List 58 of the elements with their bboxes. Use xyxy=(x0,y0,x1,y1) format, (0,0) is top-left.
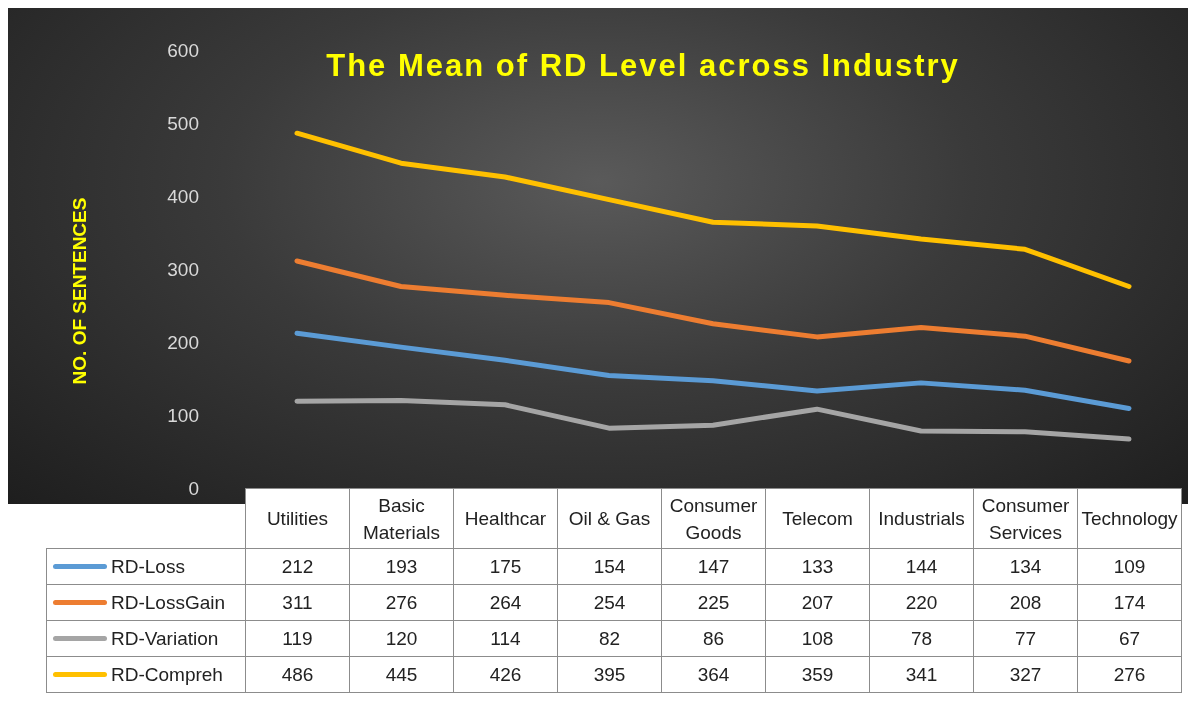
y-tick-label: 400 xyxy=(167,185,199,207)
legend-label: RD-Variation xyxy=(111,627,219,649)
data-label: 359 xyxy=(765,656,870,693)
data-label: 225 xyxy=(661,584,766,621)
data-label: 193 xyxy=(349,548,454,585)
data-label: 327 xyxy=(973,656,1078,693)
data-label: 395 xyxy=(557,656,662,693)
data-label: 120 xyxy=(349,620,454,657)
data-label: 109 xyxy=(1077,548,1182,585)
data-label: 154 xyxy=(557,548,662,585)
data-label: 134 xyxy=(973,548,1078,585)
y-tick-label: 500 xyxy=(167,112,199,134)
data-label: 254 xyxy=(557,584,662,621)
data-label: 341 xyxy=(869,656,974,693)
data-label: 133 xyxy=(765,548,870,585)
data-label: 82 xyxy=(557,620,662,657)
legend-label: RD-Compreh xyxy=(111,663,223,685)
data-label: 174 xyxy=(1077,584,1182,621)
y-tick-label: 0 xyxy=(188,477,199,499)
data-label: 144 xyxy=(869,548,974,585)
x-tick-label: Consumer Goods xyxy=(661,488,766,549)
y-tick-label: 600 xyxy=(167,39,199,61)
legend-label: RD-Loss xyxy=(111,555,185,577)
data-label: 108 xyxy=(765,620,870,657)
x-tick-label: Utilities xyxy=(245,488,350,549)
y-tick-label: 200 xyxy=(167,331,199,353)
y-tick-label: 300 xyxy=(167,258,199,280)
data-label: 78 xyxy=(869,620,974,657)
data-label: 276 xyxy=(349,584,454,621)
x-tick-label: Industrials xyxy=(869,488,974,549)
x-tick-label: Consumer Services xyxy=(973,488,1078,549)
x-tick-label: Oil & Gas xyxy=(557,488,662,549)
data-label: 426 xyxy=(453,656,558,693)
data-label: 486 xyxy=(245,656,350,693)
data-label: 119 xyxy=(245,620,350,657)
data-label: 207 xyxy=(765,584,870,621)
data-label: 276 xyxy=(1077,656,1182,693)
legend-label: RD-LossGain xyxy=(111,591,226,613)
data-label: 86 xyxy=(661,620,766,657)
data-label: 147 xyxy=(661,548,766,585)
data-label: 311 xyxy=(245,584,350,621)
x-tick-label: Technology xyxy=(1077,488,1182,549)
y-tick-label: 100 xyxy=(167,404,199,426)
x-tick-label: Telecom xyxy=(765,488,870,549)
data-label: 212 xyxy=(245,548,350,585)
data-label: 77 xyxy=(973,620,1078,657)
data-label: 264 xyxy=(453,584,558,621)
y-axis-title: NO. OF SENTENCES xyxy=(69,197,91,385)
x-tick-label: Basic Materials xyxy=(349,488,454,549)
data-label: 67 xyxy=(1077,620,1182,657)
data-label: 445 xyxy=(349,656,454,693)
chart-title: The Mean of RD Level across Industry xyxy=(326,48,960,83)
data-label: 175 xyxy=(453,548,558,585)
data-label: 114 xyxy=(453,620,558,657)
x-tick-label: Healthcar xyxy=(453,488,558,549)
data-label: 220 xyxy=(869,584,974,621)
data-label: 364 xyxy=(661,656,766,693)
data-label: 208 xyxy=(973,584,1078,621)
